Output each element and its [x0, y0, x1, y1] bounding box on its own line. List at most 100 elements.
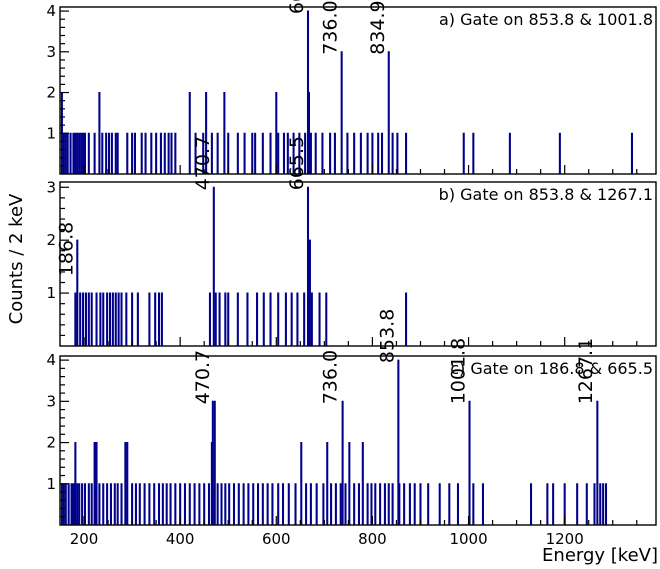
histogram-bin [165, 483, 168, 525]
histogram-bin [314, 132, 317, 174]
histogram-bin [353, 483, 356, 525]
histogram-bin [413, 483, 416, 525]
y-tick-label: 3 [46, 43, 56, 61]
histogram-bin [198, 483, 201, 525]
histogram-bin [256, 292, 259, 346]
histogram-bin [246, 292, 249, 346]
histogram-bin [408, 483, 411, 525]
histogram-bin [155, 132, 158, 174]
histogram-bin [247, 483, 250, 525]
histogram-bin [277, 292, 280, 346]
panel-title: b) Gate on 853.8 & 1267.1 [439, 185, 653, 204]
histogram-bin [397, 359, 400, 525]
histogram-bin [357, 483, 360, 525]
histogram-bin [213, 400, 216, 525]
histogram-bin [438, 483, 441, 525]
histogram-bin [282, 132, 286, 174]
y-tick-label: 4 [46, 2, 56, 20]
histogram-bin [98, 91, 101, 174]
histogram-bin [339, 483, 342, 525]
histogram-bin [251, 132, 254, 174]
histogram-bin [315, 483, 318, 525]
histogram-bin [398, 483, 401, 525]
histogram-bin [223, 91, 226, 174]
histogram-bin [396, 132, 399, 174]
histogram-bin [216, 483, 219, 525]
histogram-bin [266, 483, 269, 525]
histogram-bin [340, 51, 343, 174]
histogram-bin [174, 132, 177, 174]
spectrum-panels: 1 2 3 4 a) Gate on 853.8 & 1001.8 665.5 736.0 8… [46, 0, 657, 548]
histogram-bin [261, 483, 264, 525]
histogram-bin [84, 292, 87, 346]
histogram-bin [95, 442, 98, 525]
histogram-bin [72, 132, 75, 174]
histogram-bin [60, 483, 63, 525]
x-tick-label: 200 [70, 530, 99, 548]
histogram-bin [308, 239, 311, 346]
histogram-bin [133, 132, 137, 174]
y-tick-label: 1 [46, 475, 56, 493]
y-axis-title: Counts / 2 keV [6, 193, 27, 324]
peak-label: 665.5 [286, 0, 308, 14]
histogram-bin [111, 292, 114, 346]
histogram-bin [403, 483, 406, 525]
histogram-bin [120, 292, 123, 346]
histogram-bin [116, 483, 119, 525]
histogram-bin [604, 483, 608, 525]
histogram-bin [169, 483, 172, 525]
histogram-bin [154, 292, 157, 346]
histogram-bin [271, 483, 274, 525]
histogram-bin [383, 483, 386, 525]
panel-a: 1 2 3 4 a) Gate on 853.8 & 1001.8 665.5 736.0 8… [46, 0, 657, 175]
histogram-bin [140, 132, 143, 174]
histogram-bin [377, 132, 380, 174]
histogram-bin [74, 132, 77, 174]
histogram-bin [576, 483, 579, 525]
histogram-bin [472, 483, 475, 525]
histogram-bin [76, 132, 79, 174]
histogram-bin [309, 132, 312, 174]
histogram-bin [277, 132, 280, 174]
histogram-bin [232, 483, 236, 525]
histogram-bin [462, 132, 465, 174]
histogram-bin [468, 400, 471, 525]
peak-label: 736.0 [320, 0, 342, 54]
histogram-bin [346, 132, 349, 174]
histogram-bin [131, 292, 134, 346]
histogram-bins [74, 186, 408, 346]
histogram-bin [83, 132, 87, 174]
y-tick-label: 4 [46, 351, 56, 369]
histogram-bin [79, 292, 82, 346]
histogram-bin [66, 132, 69, 174]
histogram-bin [227, 292, 230, 346]
histogram-bin [353, 132, 356, 174]
histogram-bin [98, 483, 101, 525]
x-tick-label: 800 [358, 530, 387, 548]
histogram-bin [108, 132, 111, 174]
histogram-bin [236, 132, 239, 174]
histogram-bin [81, 483, 84, 525]
histogram-bin [160, 292, 163, 346]
histogram-bin [593, 483, 596, 525]
histogram-bin [427, 483, 430, 525]
histogram-bin [76, 483, 79, 525]
histogram-bin [287, 483, 290, 525]
y-tick-label: 1 [46, 124, 56, 142]
histogram-bin [203, 483, 206, 525]
histogram-bin [344, 483, 347, 525]
histogram-bin [83, 483, 87, 525]
histogram-bin [205, 91, 208, 174]
histogram-bin [76, 239, 79, 346]
x-tick-label: 400 [166, 530, 195, 548]
histogram-bin [82, 292, 85, 346]
histogram-bin [67, 483, 70, 525]
histogram-bin [64, 132, 67, 174]
x-tick-label: 1200 [546, 530, 584, 548]
histogram-bin [220, 483, 223, 525]
histogram-bin [174, 483, 177, 525]
histogram-bin [93, 132, 96, 174]
histogram-bin [307, 91, 310, 174]
histogram-bin [366, 132, 369, 174]
histogram-bin [126, 132, 129, 174]
